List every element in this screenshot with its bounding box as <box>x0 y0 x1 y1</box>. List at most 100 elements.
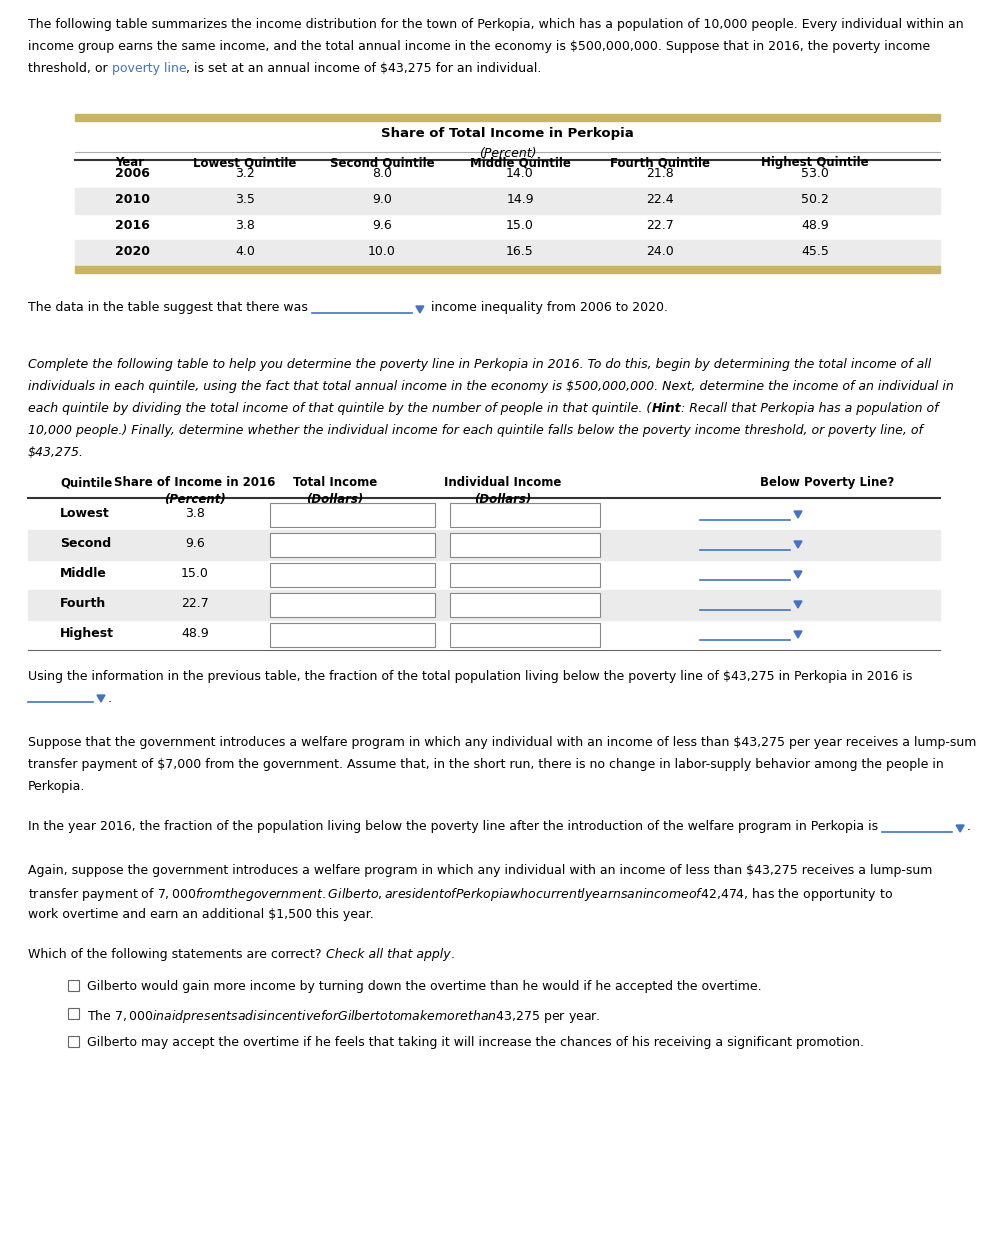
Text: 48.9: 48.9 <box>181 626 209 640</box>
Text: 3.8: 3.8 <box>235 219 255 232</box>
Text: (Percent): (Percent) <box>478 147 537 160</box>
Bar <box>450 563 600 586</box>
Text: In the year 2016, the fraction of the population living below the poverty line a: In the year 2016, the fraction of the po… <box>28 819 878 833</box>
Bar <box>28 530 940 560</box>
Text: 9.6: 9.6 <box>185 538 205 550</box>
Text: (Dollars): (Dollars) <box>306 492 363 506</box>
Text: Second Quintile: Second Quintile <box>329 157 434 169</box>
Text: : Recall that Perkopia has a population of: : Recall that Perkopia has a population … <box>681 402 938 415</box>
Bar <box>270 563 435 586</box>
Text: Quintile: Quintile <box>60 476 112 489</box>
Text: 3.8: 3.8 <box>185 507 205 520</box>
Bar <box>68 980 79 991</box>
Text: Lowest Quintile: Lowest Quintile <box>193 157 296 169</box>
Text: Suppose that the government introduces a welfare program in which any individual: Suppose that the government introduces a… <box>28 736 976 749</box>
Text: $43,275.: $43,275. <box>28 446 84 459</box>
Text: Hint: Hint <box>652 402 681 415</box>
Text: Individual Income: Individual Income <box>444 476 562 489</box>
Text: Check all that apply: Check all that apply <box>325 949 450 961</box>
Polygon shape <box>415 306 423 313</box>
Bar <box>450 623 600 647</box>
Text: Which of the following statements are correct?: Which of the following statements are co… <box>28 949 325 961</box>
Bar <box>270 533 435 558</box>
Text: income inequality from 2006 to 2020.: income inequality from 2006 to 2020. <box>430 301 668 315</box>
Text: .: . <box>450 949 454 961</box>
Text: 3.5: 3.5 <box>235 193 255 205</box>
Text: Total Income: Total Income <box>293 476 377 489</box>
Text: Gilberto may accept the overtime if he feels that taking it will increase the ch: Gilberto may accept the overtime if he f… <box>87 1036 864 1049</box>
Text: Second: Second <box>60 538 111 550</box>
Bar <box>270 502 435 528</box>
Text: income group earns the same income, and the total annual income in the economy i: income group earns the same income, and … <box>28 40 930 53</box>
Text: Using the information in the previous table, the fraction of the total populatio: Using the information in the previous ta… <box>28 670 912 683</box>
Text: 9.6: 9.6 <box>372 219 391 232</box>
Text: work overtime and earn an additional $1,500 this year.: work overtime and earn an additional $1,… <box>28 908 373 921</box>
Text: 15.0: 15.0 <box>507 219 534 232</box>
Text: 45.5: 45.5 <box>801 246 829 258</box>
Text: Perkopia.: Perkopia. <box>28 781 85 793</box>
Text: The following table summarizes the income distribution for the town of Perkopia,: The following table summarizes the incom… <box>28 18 964 31</box>
Text: each quintile by dividing the total income of that quintile by the number of peo: each quintile by dividing the total inco… <box>28 402 652 415</box>
Text: Again, suppose the government introduces a welfare program in which any individu: Again, suppose the government introduces… <box>28 865 932 877</box>
Text: Fourth Quintile: Fourth Quintile <box>610 157 710 169</box>
Text: Below Poverty Line?: Below Poverty Line? <box>760 476 894 489</box>
Bar <box>28 590 940 620</box>
Text: Share of Total Income in Perkopia: Share of Total Income in Perkopia <box>381 127 634 140</box>
Text: 22.7: 22.7 <box>646 219 674 232</box>
Text: threshold, or: threshold, or <box>28 61 112 75</box>
Polygon shape <box>794 632 802 638</box>
Text: 10,000 people.) Finally, determine whether the individual income for each quinti: 10,000 people.) Finally, determine wheth… <box>28 424 923 437</box>
Bar <box>270 623 435 647</box>
Text: (Dollars): (Dollars) <box>474 492 532 506</box>
Text: 4.0: 4.0 <box>235 246 255 258</box>
Text: 2010: 2010 <box>115 193 150 205</box>
Text: 14.9: 14.9 <box>507 193 534 205</box>
Bar <box>75 266 940 273</box>
Text: transfer payment of $7,000 from the government. Assume that, in the short run, t: transfer payment of $7,000 from the gove… <box>28 758 944 771</box>
Bar <box>68 1036 79 1048</box>
Text: , is set at an annual income of $43,275 for an individual.: , is set at an annual income of $43,275 … <box>186 61 542 75</box>
Text: Lowest: Lowest <box>60 507 110 520</box>
Bar <box>68 1007 79 1019</box>
Bar <box>75 188 940 214</box>
Text: 15.0: 15.0 <box>181 568 209 580</box>
Text: 2016: 2016 <box>115 219 150 232</box>
Polygon shape <box>97 695 105 702</box>
Text: poverty line: poverty line <box>112 61 186 75</box>
Bar <box>75 114 940 122</box>
Text: Gilberto would gain more income by turning down the overtime than he would if he: Gilberto would gain more income by turni… <box>87 980 762 992</box>
Bar <box>270 593 435 616</box>
Text: 53.0: 53.0 <box>801 167 829 180</box>
Bar <box>450 593 600 616</box>
Text: Share of Income in 2016: Share of Income in 2016 <box>114 476 275 489</box>
Text: 50.2: 50.2 <box>801 193 829 205</box>
Text: 9.0: 9.0 <box>372 193 392 205</box>
Bar <box>450 533 600 558</box>
Text: Complete the following table to help you determine the poverty line in Perkopia : Complete the following table to help you… <box>28 358 931 371</box>
Text: 10.0: 10.0 <box>368 246 396 258</box>
Text: Highest: Highest <box>60 626 114 640</box>
Text: 3.2: 3.2 <box>235 167 255 180</box>
Text: The $7,000 in aid presents a disincentive for Gilberto to make more than $43,275: The $7,000 in aid presents a disincentiv… <box>87 1007 601 1025</box>
Text: 14.0: 14.0 <box>507 167 534 180</box>
Polygon shape <box>956 824 964 832</box>
Text: 22.4: 22.4 <box>647 193 674 205</box>
Text: (Percent): (Percent) <box>164 492 226 506</box>
Text: 22.7: 22.7 <box>181 596 209 610</box>
Text: 2020: 2020 <box>115 246 150 258</box>
Polygon shape <box>794 601 802 608</box>
Text: 2006: 2006 <box>115 167 150 180</box>
Text: Highest Quintile: Highest Quintile <box>761 157 869 169</box>
Polygon shape <box>794 511 802 517</box>
Text: Middle: Middle <box>60 568 107 580</box>
Text: transfer payment of $7,000 from the government. Gilberto, a resident of Perkopia: transfer payment of $7,000 from the gove… <box>28 886 893 903</box>
Text: individuals in each quintile, using the fact that total annual income in the eco: individuals in each quintile, using the … <box>28 380 954 393</box>
Text: 16.5: 16.5 <box>507 246 534 258</box>
Text: 24.0: 24.0 <box>646 246 674 258</box>
Text: The data in the table suggest that there was: The data in the table suggest that there… <box>28 301 312 315</box>
Text: 21.8: 21.8 <box>646 167 674 180</box>
Text: Middle Quintile: Middle Quintile <box>469 157 571 169</box>
Text: 8.0: 8.0 <box>372 167 392 180</box>
Text: .: . <box>108 692 112 705</box>
Text: Fourth: Fourth <box>60 596 106 610</box>
